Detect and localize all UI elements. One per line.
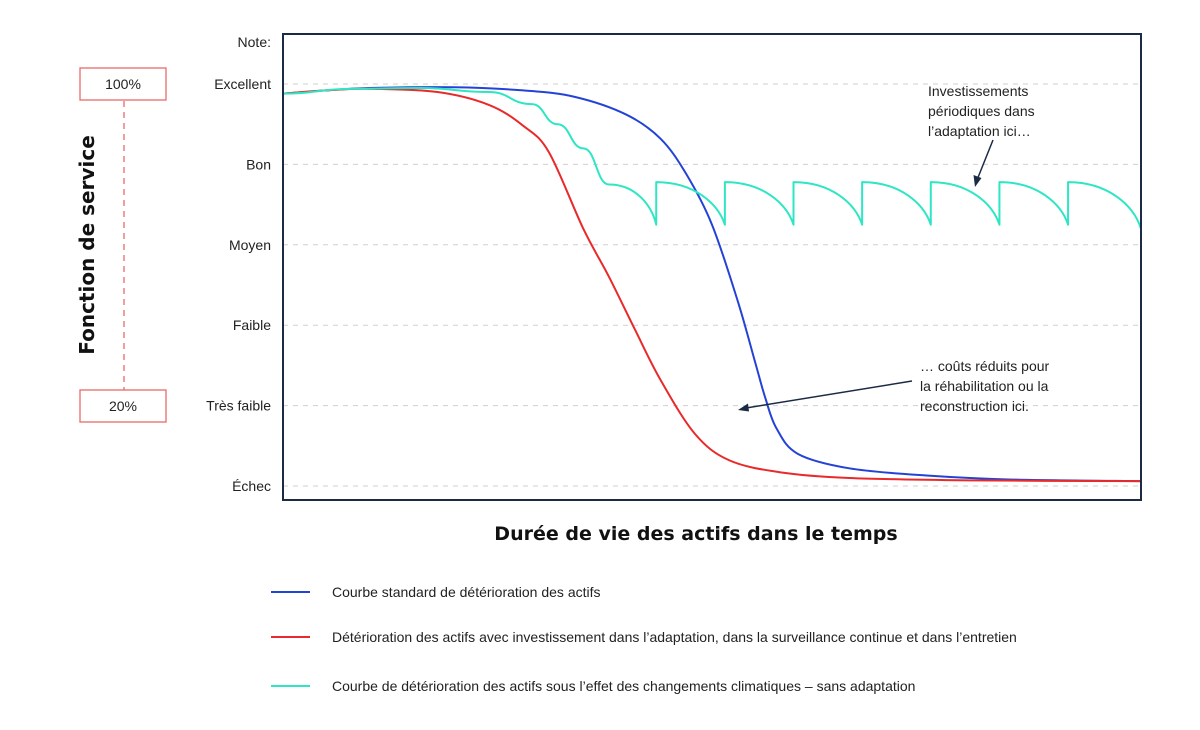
series-lines	[282, 86, 1142, 483]
y-tick-label: Faible	[233, 317, 271, 333]
series-standard-line	[282, 86, 1142, 483]
legend-label: Détérioration des actifs avec investisse…	[332, 629, 1017, 645]
annotation-investments-line-2: périodiques dans	[928, 103, 1035, 119]
annotation-costs-line-2: la réhabilitation ou la	[920, 378, 1049, 394]
annotation-costs: … coûts réduits pour la réhabilitation o…	[738, 358, 1050, 414]
y-tick-label: Excellent	[214, 76, 271, 92]
scale-indicator: 100% 20%	[79, 67, 167, 423]
annotation-costs-line-3: reconstruction ici.	[920, 398, 1029, 414]
legend: Courbe standard de détérioration des act…	[271, 584, 1017, 694]
y-tick-label: Très faible	[206, 398, 271, 414]
grid	[283, 83, 1141, 487]
legend-label: Courbe standard de détérioration des act…	[332, 584, 601, 600]
scale-bottom-box	[79, 389, 167, 423]
y-axis-label: Fonction de service	[75, 135, 99, 355]
annotation-investments: Investissements périodiques dans l’adapt…	[928, 83, 1035, 187]
x-axis-label: Durée de vie des actifs dans le temps	[494, 523, 897, 545]
legend-label: Courbe de détérioration des actifs sous …	[332, 678, 915, 694]
annotation-investments-arrowhead	[973, 175, 982, 187]
y-tick-label: Moyen	[229, 237, 271, 253]
annotation-costs-arrow	[745, 380, 913, 409]
annotation-investments-line-3: l’adaptation ici…	[928, 123, 1031, 139]
annotation-costs-line-1: … coûts réduits pour	[920, 358, 1050, 374]
annotation-investments-line-1: Investissements	[928, 83, 1028, 99]
scale-top-box	[79, 67, 167, 101]
scale-top-label: 100%	[105, 76, 141, 92]
plot-frame	[282, 33, 1142, 501]
series-adaptation-line	[282, 87, 1142, 483]
annotation-costs-arrowhead	[738, 403, 749, 412]
y-axis-title: Note:	[238, 34, 271, 50]
series-climate-line	[282, 87, 1142, 230]
y-ticks: Échec Très faible Faible Moyen Bon Excellent	[206, 76, 271, 494]
y-tick-label: Échec	[232, 478, 271, 494]
scale-bottom-label: 20%	[109, 398, 137, 414]
annotation-investments-arrow	[976, 139, 994, 181]
y-tick-label: Bon	[246, 156, 271, 172]
